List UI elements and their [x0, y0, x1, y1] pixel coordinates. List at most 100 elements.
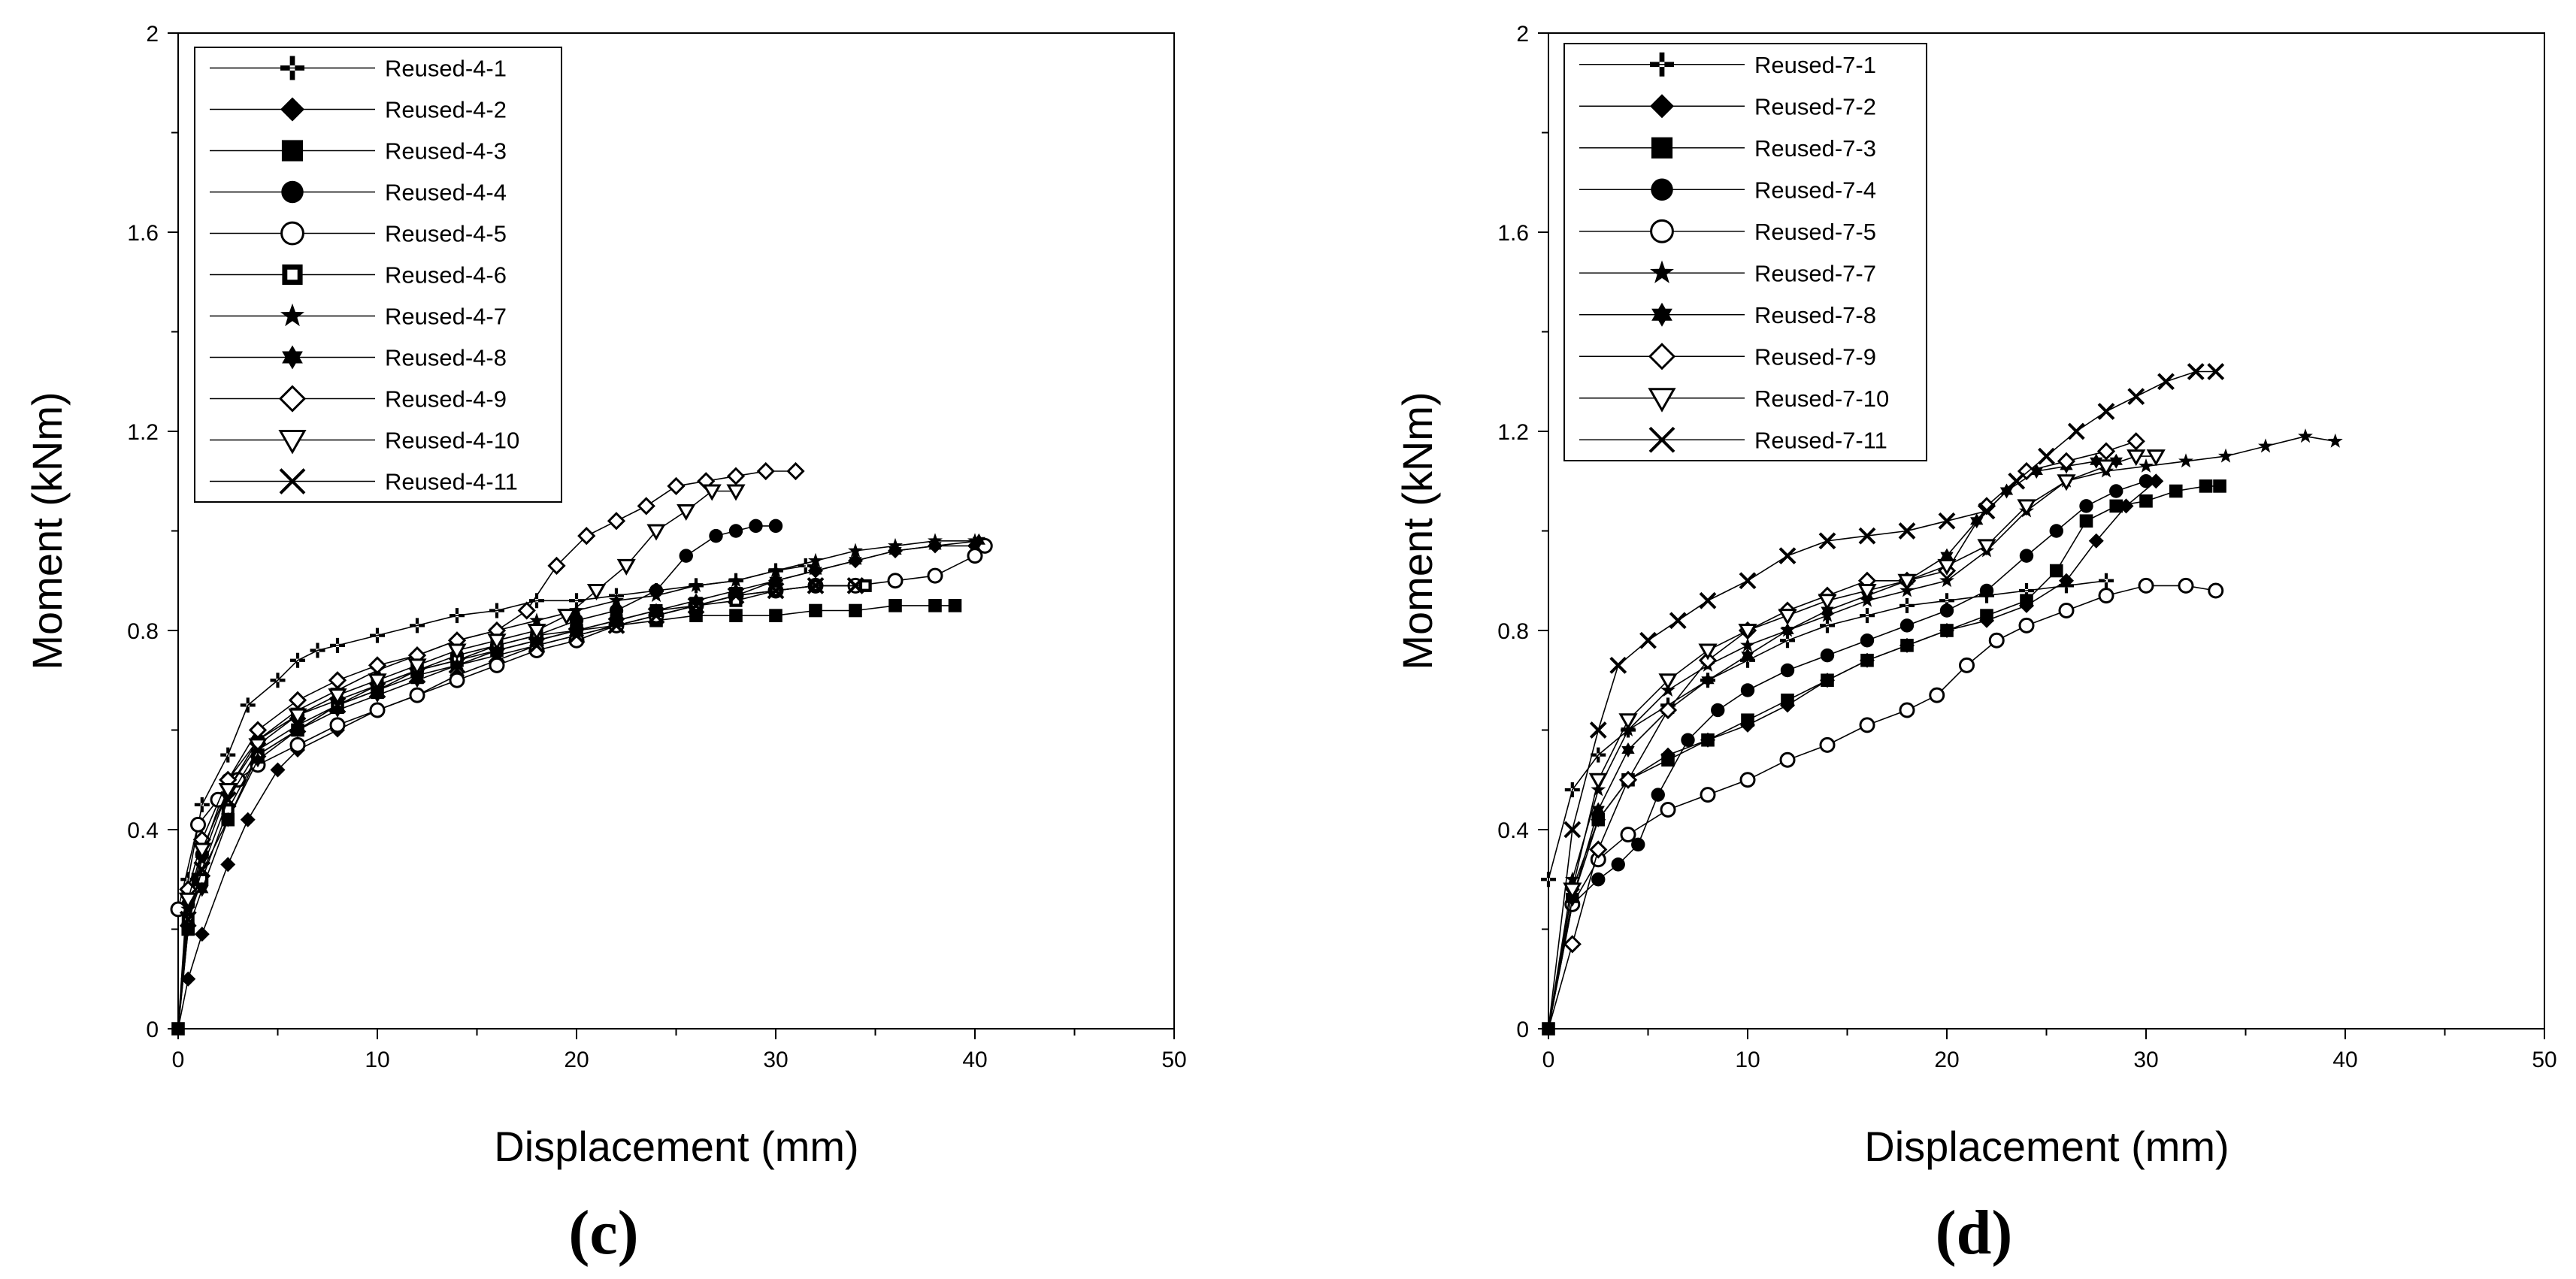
data-point: [1899, 702, 1915, 718]
data-point: [888, 543, 902, 558]
data-point: [1939, 573, 1954, 588]
data-point: [557, 609, 577, 626]
data-point: [369, 702, 386, 718]
data-point: [1620, 827, 1636, 843]
data-point: [786, 461, 805, 481]
data-point: [270, 762, 286, 778]
data-point: [220, 857, 236, 872]
data-point: [195, 881, 209, 897]
data-point: [370, 627, 385, 643]
legend-item: Reused-7-4: [1579, 177, 1876, 203]
data-point: [967, 548, 983, 564]
data-point: [1700, 787, 1716, 803]
data-point: [1741, 648, 1754, 664]
data-point: [2067, 422, 2085, 440]
y-tick-label: 1.2: [127, 420, 159, 445]
data-point: [2148, 473, 2164, 489]
data-point: [809, 603, 822, 618]
data-point: [2169, 484, 2183, 498]
x-tick-label: 20: [1934, 1048, 1959, 1072]
data-point: [218, 783, 238, 800]
data-point: [2126, 449, 2146, 467]
data-point: [2019, 549, 2034, 563]
series-reused-7-10: [1548, 449, 2166, 1030]
data-point: [1860, 653, 1874, 667]
y-tick-label: 0.8: [1497, 619, 1529, 644]
legend-label: Reused-7-10: [1754, 386, 1889, 412]
data-point: [767, 582, 785, 600]
data-point: [1699, 591, 1717, 609]
data-point: [1660, 802, 1676, 818]
data-point: [290, 652, 305, 668]
legend-label: Reused-4-2: [385, 97, 507, 123]
data-point: [887, 573, 904, 589]
series-line: [1548, 460, 2117, 1030]
legend-marker: [1651, 137, 1673, 159]
legend-item: Reused-7-1: [1579, 52, 1876, 78]
y-tick-label: 0.8: [127, 619, 159, 644]
data-point: [1781, 623, 1794, 638]
data-point: [2017, 499, 2036, 516]
y-tick-label: 0: [1516, 1017, 1529, 1042]
panel-label: (c): [568, 1198, 638, 1268]
series-line: [1548, 580, 2107, 880]
data-point: [528, 636, 546, 655]
legend-label: Reused-7-11: [1754, 427, 1887, 453]
data-point: [928, 599, 942, 612]
data-point: [368, 656, 387, 675]
data-point: [1698, 651, 1718, 670]
data-point: [2057, 452, 2076, 470]
panel-label: (d): [1936, 1198, 2013, 1268]
data-point: [769, 573, 782, 588]
data-point: [2139, 494, 2153, 508]
series-reused-4-11: [177, 576, 864, 1030]
data-point: [190, 816, 206, 833]
series-reused-4-3: [171, 599, 962, 1036]
legend-marker: [1648, 388, 1676, 413]
data-point: [1940, 624, 1954, 637]
data-point: [607, 512, 626, 531]
data-point: [568, 627, 586, 645]
data-point: [1711, 703, 1725, 718]
data-point: [1739, 772, 1756, 788]
data-point: [179, 910, 197, 928]
data-point: [1898, 522, 1916, 540]
data-point: [2298, 428, 2313, 443]
data-point: [616, 558, 636, 576]
data-point: [1860, 633, 1875, 648]
legend-marker: [281, 180, 304, 204]
legend-item: Reused-7-5: [1579, 219, 1876, 245]
data-point: [248, 721, 268, 739]
data-point: [2109, 453, 2123, 469]
legend-marker: [278, 430, 307, 455]
legend-label: Reused-7-8: [1754, 302, 1876, 328]
legend-label: Reused-7-3: [1754, 135, 1876, 162]
legend-item: Reused-4-10: [210, 428, 519, 455]
y-tick-label: 2: [1516, 22, 1529, 47]
series-reused-4-8: [177, 533, 985, 1030]
data-point: [1929, 687, 1945, 703]
data-point: [2213, 479, 2226, 493]
data-point: [807, 576, 825, 594]
y-tick-label: 2: [146, 22, 159, 47]
legend-item: Reused-4-11: [210, 468, 518, 495]
legend-item: Reused-4-2: [210, 97, 507, 123]
data-point: [726, 467, 746, 485]
data-point: [702, 484, 722, 501]
data-point: [1701, 733, 1715, 747]
data-point: [858, 579, 872, 592]
data-point: [487, 633, 507, 651]
legend-label: Reused-4-1: [385, 56, 507, 82]
data-point: [1738, 624, 1757, 641]
data-point: [927, 567, 943, 584]
data-point: [193, 860, 211, 878]
series-reused-7-11: [1548, 363, 2225, 1030]
data-point: [517, 601, 536, 620]
x-axis-title: Displacement (mm): [1864, 1123, 2229, 1170]
legend-item: Reused-7-8: [1579, 302, 1876, 328]
data-point: [2178, 453, 2193, 468]
data-point: [2097, 403, 2115, 420]
data-point: [637, 497, 655, 516]
legend-label: Reused-4-7: [385, 304, 507, 330]
data-point: [689, 577, 704, 592]
